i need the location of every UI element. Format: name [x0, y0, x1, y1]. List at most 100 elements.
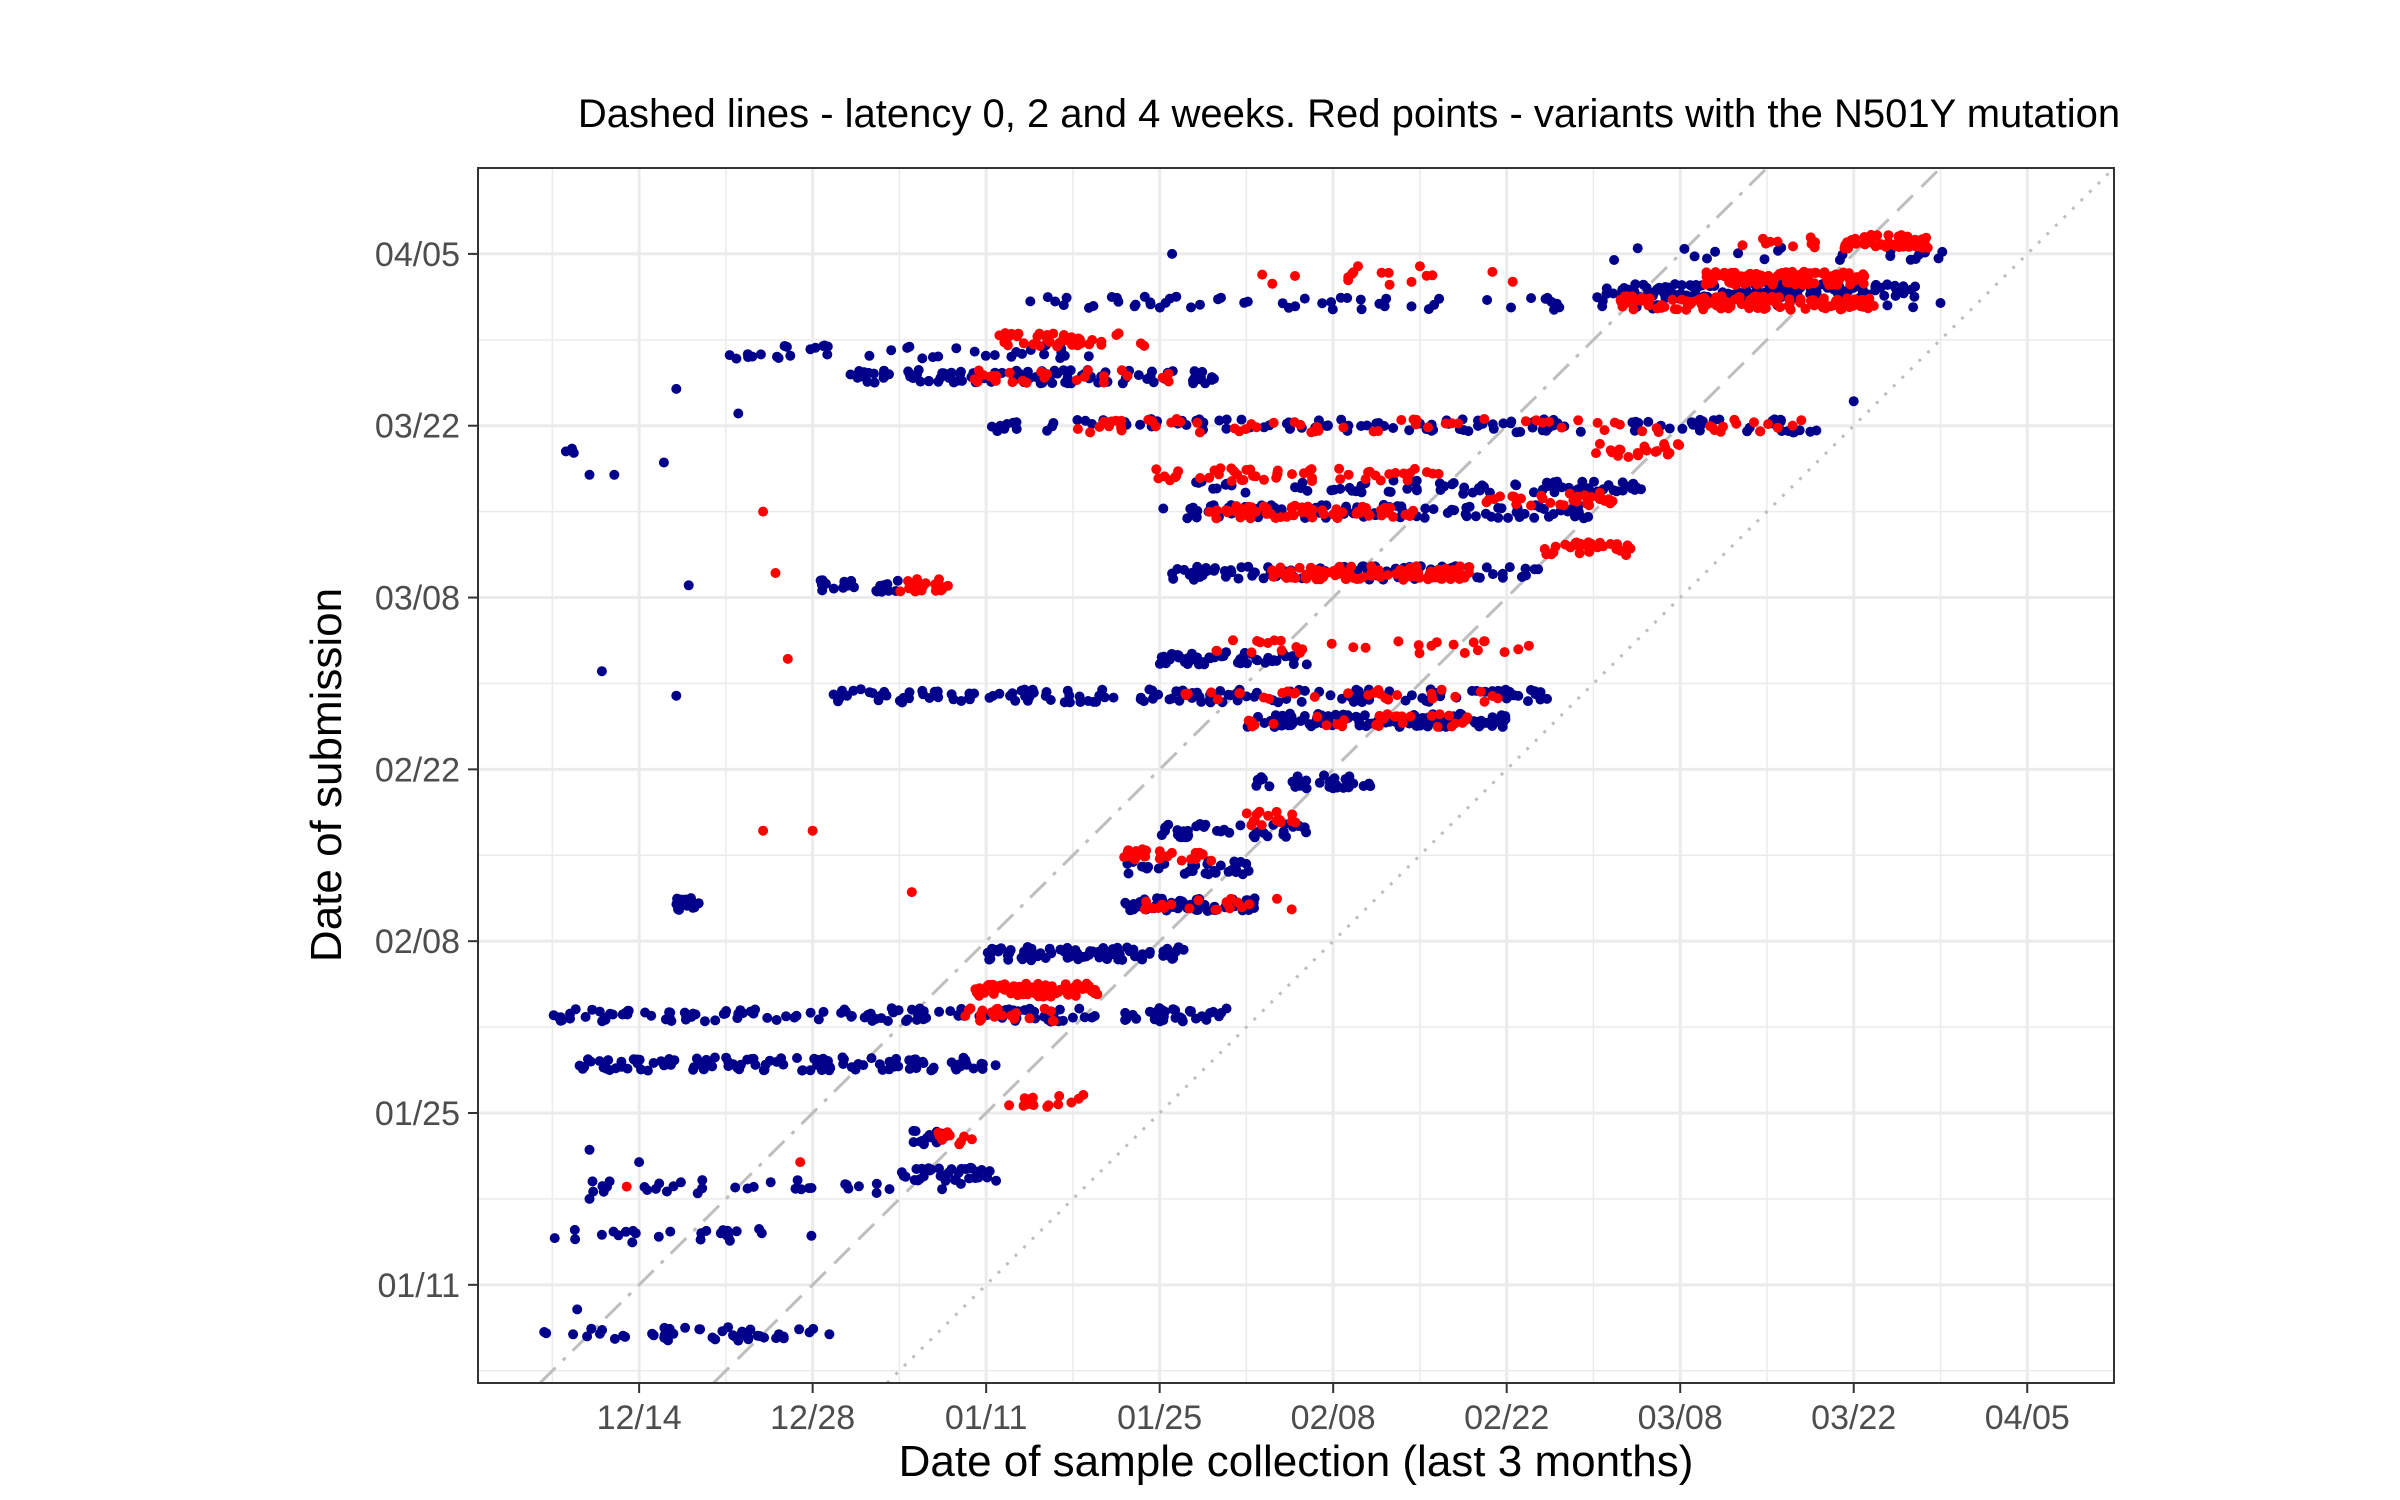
data-point — [1194, 691, 1205, 702]
data-point — [1536, 490, 1547, 501]
data-point — [976, 1058, 987, 1069]
data-point — [987, 979, 998, 990]
data-point — [1426, 566, 1437, 577]
data-point — [945, 1006, 956, 1017]
data-point — [876, 586, 887, 597]
data-point — [1204, 506, 1215, 517]
data-point — [1546, 549, 1557, 560]
data-point — [1343, 688, 1354, 699]
data-point — [1190, 854, 1201, 865]
data-point — [910, 1126, 921, 1137]
data-point — [1496, 710, 1507, 721]
data-point — [1211, 513, 1222, 524]
data-point — [1239, 297, 1250, 308]
data-point — [1894, 242, 1905, 252]
x-tick-label: 01/25 — [1117, 1399, 1202, 1437]
data-point — [1406, 690, 1417, 701]
data-point — [1890, 290, 1901, 301]
data-point — [743, 1332, 754, 1343]
data-point — [813, 1014, 824, 1025]
data-point — [1184, 903, 1195, 914]
data-point — [1257, 774, 1268, 784]
data-point — [1731, 418, 1742, 429]
data-point — [1071, 375, 1082, 386]
data-point — [1007, 377, 1018, 388]
data-point — [906, 887, 917, 898]
data-point — [1521, 570, 1531, 581]
data-point — [1365, 781, 1376, 792]
data-point — [1124, 946, 1135, 957]
data-point — [1637, 426, 1648, 437]
data-point — [1154, 302, 1165, 313]
data-point — [1086, 986, 1097, 997]
data-point — [1523, 696, 1533, 707]
data-point — [804, 1327, 815, 1338]
data-point — [1843, 269, 1854, 280]
data-point — [1236, 562, 1247, 573]
data-point — [1278, 826, 1289, 837]
data-point — [1211, 505, 1222, 516]
data-point — [1511, 480, 1522, 491]
data-point — [1511, 499, 1522, 510]
data-point — [1307, 476, 1317, 487]
data-point — [972, 376, 983, 387]
data-point — [627, 1237, 638, 1248]
data-point — [1497, 721, 1508, 732]
data-point — [1632, 243, 1643, 254]
data-point — [1296, 696, 1307, 707]
data-point — [1373, 426, 1384, 437]
data-point — [1395, 564, 1406, 575]
data-point — [1343, 272, 1354, 283]
data-point — [1171, 291, 1182, 302]
data-point — [1195, 473, 1206, 483]
data-point — [584, 1144, 595, 1155]
data-point — [805, 1065, 816, 1076]
data-point — [1449, 505, 1460, 516]
data-point — [1016, 685, 1027, 696]
data-point — [1710, 246, 1721, 257]
data-point — [1327, 304, 1338, 315]
data-point — [1287, 469, 1297, 480]
data-point — [987, 943, 997, 954]
data-point — [1811, 267, 1822, 278]
data-point — [718, 1009, 729, 1019]
data-point — [773, 1329, 784, 1340]
data-point — [1437, 573, 1448, 584]
data-point — [1257, 269, 1268, 280]
data-point — [697, 1175, 708, 1186]
data-point — [1156, 652, 1167, 663]
data-point — [1073, 954, 1084, 965]
data-point — [990, 1060, 1001, 1071]
data-point — [1605, 445, 1616, 456]
data-point — [1272, 893, 1282, 904]
data-point — [1176, 855, 1187, 866]
data-point — [1067, 1012, 1078, 1023]
data-point — [1421, 270, 1432, 281]
data-point — [1475, 686, 1486, 697]
data-point — [934, 1163, 944, 1174]
data-point — [1354, 573, 1365, 584]
data-point — [1556, 422, 1567, 433]
data-point — [1186, 302, 1196, 313]
data-point — [1271, 806, 1282, 817]
x-tick-label: 12/28 — [770, 1399, 855, 1437]
data-point — [584, 469, 595, 480]
data-point — [549, 1233, 560, 1244]
data-point — [1507, 276, 1518, 287]
data-point — [1208, 483, 1219, 494]
data-point — [1073, 1093, 1084, 1104]
data-point — [634, 1054, 645, 1065]
data-point — [1058, 1015, 1068, 1026]
data-point — [1745, 268, 1756, 279]
data-point — [911, 1014, 922, 1025]
data-point — [1088, 696, 1099, 707]
data-point — [1614, 444, 1625, 455]
data-point — [884, 1064, 895, 1075]
data-point — [1157, 372, 1168, 383]
data-point — [1755, 426, 1766, 437]
data-point — [1128, 904, 1139, 915]
data-point — [1385, 502, 1396, 513]
data-point — [1446, 721, 1457, 732]
data-point — [1411, 485, 1422, 496]
data-point — [1336, 414, 1347, 425]
